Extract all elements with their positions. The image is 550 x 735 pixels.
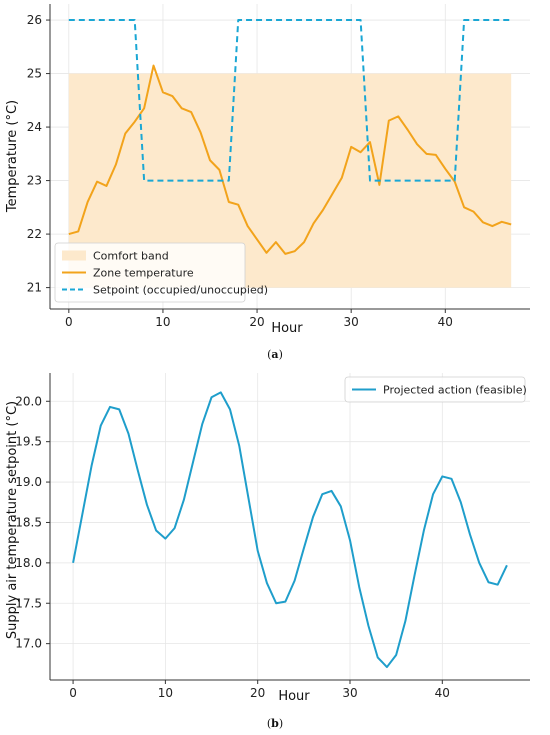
y-ticks-a: 21 22 23 24 25 26 [27, 13, 50, 295]
x-tick-label: 0 [69, 686, 77, 700]
legend-label: Projected action (feasible) [383, 384, 527, 397]
spines-a [49, 4, 530, 310]
y-tick-label: 23 [27, 174, 42, 188]
caption-b: (b) [267, 717, 283, 730]
y-tick-label: 18.5 [15, 515, 42, 529]
legend-b: Projected action (feasible) [344, 376, 527, 403]
y-tick-label: 18.0 [15, 556, 42, 570]
y-tick-label: 24 [27, 120, 42, 134]
x-tick-label: 20 [250, 686, 265, 700]
x-tick-label: 20 [249, 315, 264, 329]
y-tick-label: 26 [27, 13, 42, 27]
legend-a: Comfort band Zone temperature Setpoint (oc… [54, 242, 268, 303]
y-tick-label: 19.5 [15, 435, 42, 449]
y-axis-label-b: Supply air temperature setpoint (°C) [5, 401, 20, 639]
x-tick-label: 10 [158, 686, 173, 700]
grid-b [50, 373, 530, 680]
legend-label: Comfort band [93, 250, 169, 263]
y-tick-label: 20.0 [15, 394, 42, 408]
x-axis-label-a: Hour [271, 321, 303, 336]
series-layer-a [68, 19, 512, 255]
y-ticks-b: 17.0 17.5 18.0 18.5 19.0 19.5 20.0 [15, 394, 50, 651]
legend-box [344, 376, 526, 403]
series-line-2 [68, 19, 512, 182]
y-tick-label: 17.0 [15, 637, 42, 651]
legend-label: Setpoint (occupied/unoccupied) [93, 284, 268, 297]
x-tick-label: 10 [155, 315, 170, 329]
caption-a-letter: a [271, 348, 278, 361]
x-ticks-b: 0 10 20 30 40 [69, 680, 450, 700]
series-layer-b [72, 391, 508, 669]
spines-b [49, 373, 530, 681]
series-line-1 [68, 64, 512, 255]
legend-label: Zone temperature [93, 267, 194, 280]
y-tick-label: 25 [27, 67, 42, 81]
x-tick-label: 40 [438, 315, 453, 329]
legend-box [54, 242, 246, 303]
plot-area-b [50, 373, 530, 680]
x-tick-label: 30 [344, 315, 359, 329]
panel-b: 0 10 20 30 40 17.0 17.5 18.0 18.5 19.0 19.5 20.0 H… [5, 373, 530, 704]
panel-a: 0 10 20 30 40 21 22 23 24 25 26 Hour Temperature … [5, 4, 530, 336]
x-axis-label-b: Hour [278, 689, 310, 704]
x-tick-label: 30 [342, 686, 357, 700]
series-line-1 [72, 391, 508, 669]
caption-a: (a) [267, 348, 283, 361]
y-tick-label: 22 [27, 227, 42, 241]
y-tick-label: 21 [27, 281, 42, 295]
legend-swatch-band [62, 250, 86, 261]
y-tick-label: 19.0 [15, 475, 42, 489]
x-tick-label: 40 [435, 686, 450, 700]
x-tick-label: 0 [65, 315, 73, 329]
y-tick-label: 17.5 [15, 596, 42, 610]
x-ticks-a: 0 10 20 30 40 [65, 309, 453, 329]
caption-b-letter: b [271, 717, 279, 730]
y-axis-label-a: Temperature (°C) [5, 100, 20, 213]
